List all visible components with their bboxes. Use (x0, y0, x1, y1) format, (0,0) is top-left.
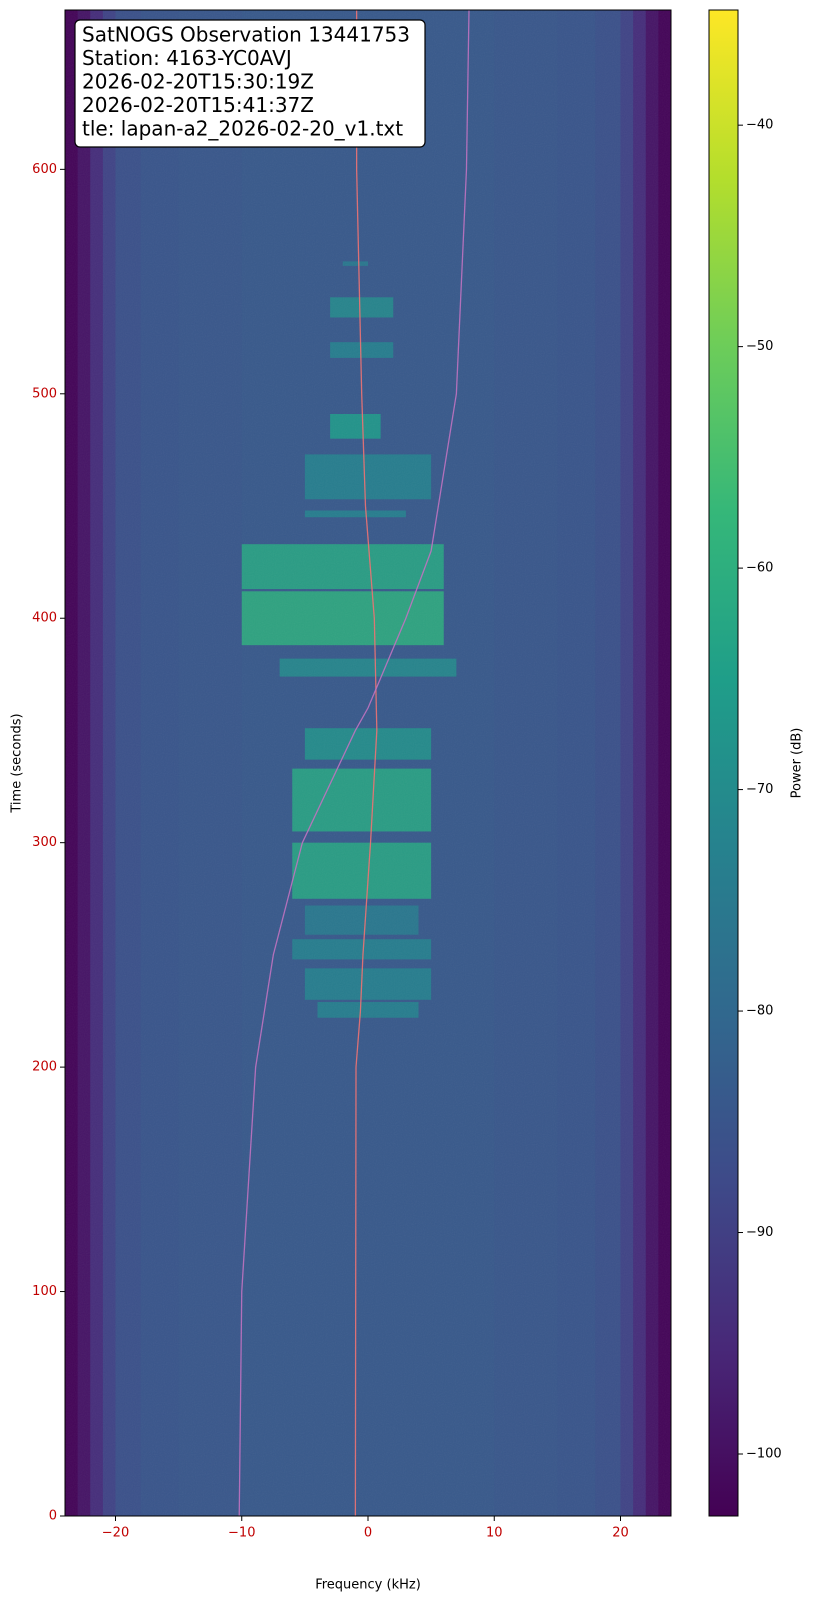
colorbar-tick-label: −100 (746, 1446, 782, 1461)
noise-texture (65, 10, 671, 1516)
y-axis-label: Time (seconds) (10, 713, 25, 813)
y-tick-label: 300 (32, 835, 57, 850)
annotation-line: SatNOGS Observation 13441753 (82, 23, 410, 47)
y-tick-label: 200 (32, 1060, 57, 1075)
annotation-line: 2026-02-20T15:41:37Z (82, 93, 314, 117)
x-tick-label: 20 (612, 1526, 629, 1541)
y-tick-label: 400 (32, 611, 57, 626)
y-tick-label: 100 (32, 1284, 57, 1299)
colorbar-tick-label: −40 (746, 118, 773, 133)
x-axis-label: Frequency (kHz) (315, 1578, 421, 1593)
annotation-line: Station: 4163-YC0AVJ (82, 46, 292, 70)
annotation-box (74, 19, 426, 148)
y-tick-label: 600 (32, 162, 57, 177)
colorbar-tick-label: −60 (746, 561, 773, 576)
colorbar-tick-label: −80 (746, 1004, 773, 1019)
colorbar-tick-label: −50 (746, 339, 773, 354)
annotation-line: tle: lapan-a2_2026-02-20_v1.txt (82, 117, 403, 141)
x-tick-label: −20 (102, 1526, 129, 1541)
x-tick-label: −10 (228, 1526, 255, 1541)
x-tick-label: 10 (486, 1526, 503, 1541)
y-tick-label: 500 (32, 386, 57, 401)
colorbar-label: Power (dB) (790, 728, 805, 799)
colorbar (708, 9, 739, 1517)
x-tick-label: 0 (364, 1526, 372, 1541)
y-tick-label: 0 (49, 1509, 57, 1524)
colorbar-tick-label: −90 (746, 1225, 773, 1240)
annotation-line: 2026-02-20T15:30:19Z (82, 70, 314, 94)
colorbar-tick-label: −70 (746, 782, 773, 797)
